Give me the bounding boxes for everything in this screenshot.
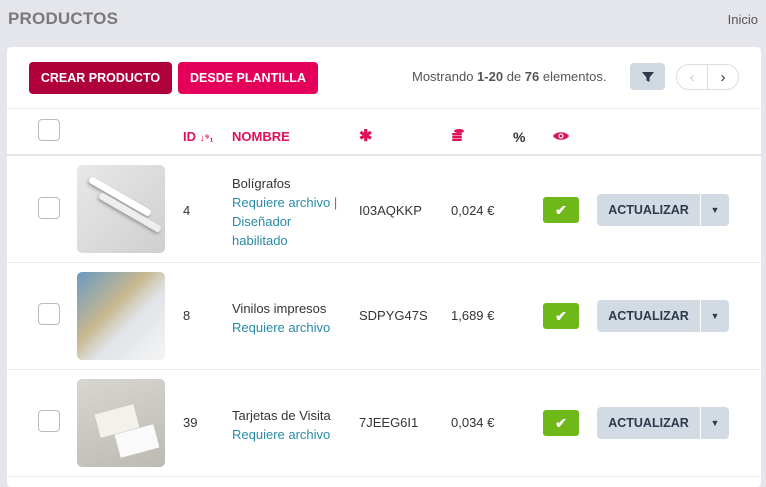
product-name[interactable]: Tarjetas de Visita — [232, 408, 331, 423]
product-ref: SDPYG47S — [359, 308, 428, 323]
product-price: 0,024 € — [451, 203, 495, 218]
product-thumbnail[interactable] — [77, 165, 165, 253]
column-id[interactable]: ID ↓⁹₁ — [183, 129, 214, 144]
product-tags: Requiere archivo — [232, 427, 331, 442]
product-ref: 7JEEG6I1 — [359, 415, 419, 430]
caret-down-icon[interactable]: ▼ — [710, 205, 720, 215]
create-product-button[interactable]: CREAR PRODUCTO — [29, 62, 172, 94]
pager: ‹ › — [676, 64, 739, 90]
caret-down-icon[interactable]: ▼ — [710, 418, 720, 428]
table-row: 39 Tarjetas de Visita Requiere archivo 7J… — [7, 370, 761, 477]
product-thumbnail[interactable] — [77, 272, 165, 360]
product-tags: Requiere archivo — [232, 320, 331, 335]
row-id: 4 — [183, 203, 191, 218]
table-header: ID ↓⁹₁ NOMBRE ✱ % — [7, 108, 761, 156]
row-id: 8 — [183, 308, 191, 323]
pagination-summary: Mostrando 1-20 de 76 elementos. — [412, 69, 607, 84]
next-page-button[interactable]: › — [720, 68, 726, 86]
row-checkbox[interactable] — [38, 303, 60, 325]
update-button[interactable]: ACTUALIZAR — [597, 194, 701, 226]
product-tags: Requiere archivo | Diseñador habilitado — [232, 195, 338, 248]
row-id: 39 — [183, 415, 198, 430]
check-icon[interactable]: ✔ — [543, 410, 579, 436]
update-split-button: ACTUALIZAR ▼ — [597, 194, 729, 226]
update-button[interactable]: ACTUALIZAR — [597, 407, 701, 439]
page-title: PRODUCTOS — [8, 9, 119, 28]
update-button[interactable]: ACTUALIZAR — [597, 300, 701, 332]
sort-icon: ↓⁹₁ — [199, 133, 214, 144]
eye-icon[interactable] — [553, 129, 569, 144]
product-price: 0,034 € — [451, 415, 495, 430]
product-ref: I03AQKKP — [359, 203, 422, 218]
breadcrumb-home[interactable]: Inicio — [727, 12, 758, 27]
update-split-button: ACTUALIZAR ▼ — [597, 300, 729, 332]
filter-icon — [641, 71, 654, 82]
column-name[interactable]: NOMBRE — [232, 129, 290, 144]
prev-page-button[interactable]: ‹ — [677, 65, 708, 89]
product-price: 1,689 € — [451, 308, 495, 323]
row-checkbox[interactable] — [38, 197, 60, 219]
coins-icon[interactable] — [451, 129, 465, 144]
filter-button[interactable] — [630, 63, 665, 90]
check-icon[interactable]: ✔ — [543, 197, 579, 223]
column-percent[interactable]: % — [513, 129, 526, 145]
product-name[interactable]: Bolígrafos — [232, 176, 291, 191]
from-template-button[interactable]: DESDE PLANTILLA — [178, 62, 318, 94]
row-checkbox[interactable] — [38, 410, 60, 432]
table-row: 8 Vinilos impresos Requiere archivo SDPYG… — [7, 263, 761, 370]
update-split-button: ACTUALIZAR ▼ — [597, 407, 729, 439]
product-name[interactable]: Vinilos impresos — [232, 301, 327, 316]
asterisk-icon[interactable]: ✱ — [359, 128, 373, 145]
table-row: 4 Bolígrafos Requiere archivo | Diseñador… — [7, 157, 761, 263]
product-thumbnail[interactable] — [77, 379, 165, 467]
products-card: CREAR PRODUCTO DESDE PLANTILLA Mostrando… — [7, 47, 761, 487]
check-icon[interactable]: ✔ — [543, 303, 579, 329]
select-all-checkbox[interactable] — [38, 119, 60, 141]
caret-down-icon[interactable]: ▼ — [710, 311, 720, 321]
